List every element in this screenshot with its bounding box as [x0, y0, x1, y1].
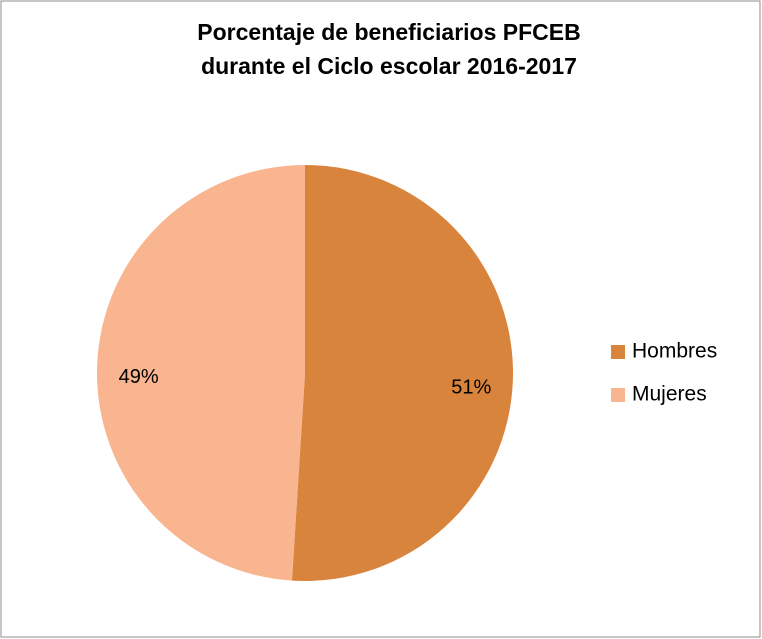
chart-title: Porcentaje de beneficiarios PFCEB: [197, 19, 580, 45]
chart-title: durante el Ciclo escolar 2016-2017: [201, 53, 577, 79]
legend-label: Hombres: [632, 340, 717, 363]
pie-slice: [97, 165, 305, 581]
legend-swatch: [611, 345, 625, 359]
data-label: 51%: [451, 377, 491, 399]
pie-slice: [291, 165, 514, 581]
legend-swatch: [611, 388, 625, 402]
legend-label: Mujeres: [632, 383, 707, 406]
data-label: 49%: [119, 366, 159, 388]
